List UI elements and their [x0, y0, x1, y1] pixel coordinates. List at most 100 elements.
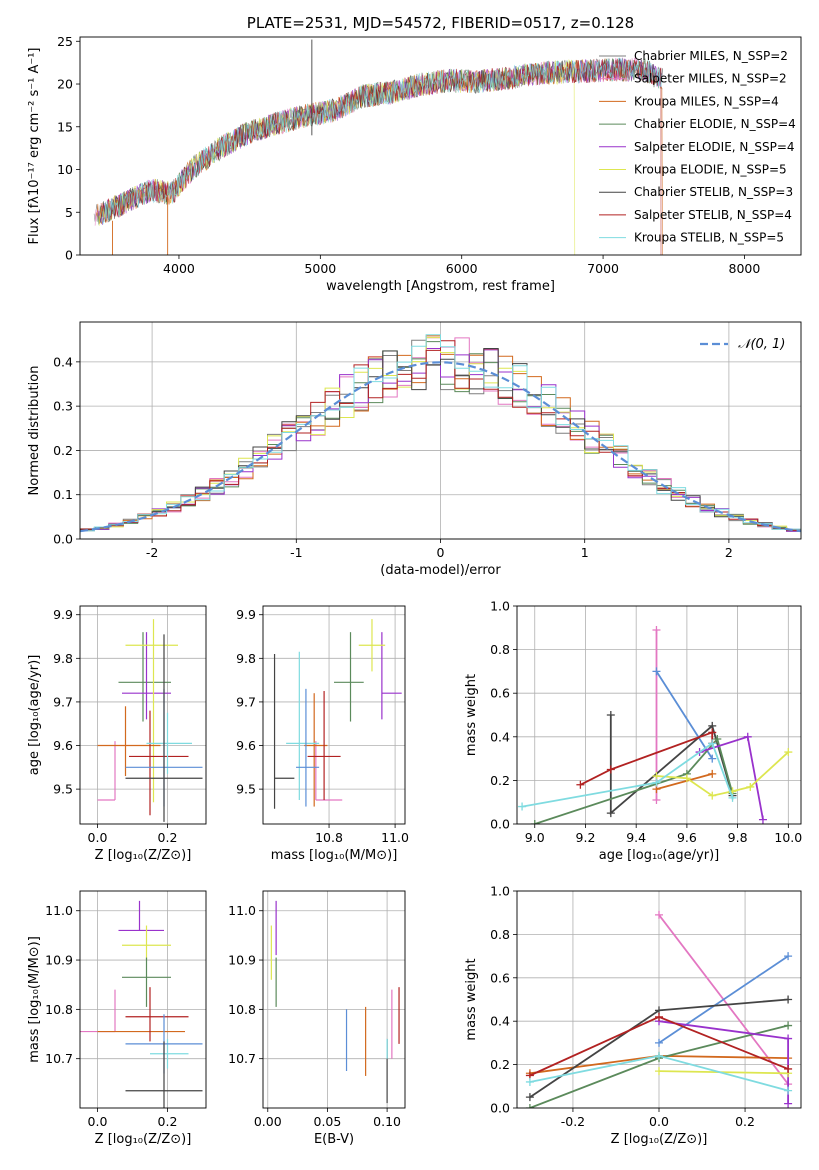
y-tick-label: 10.8 — [45, 1002, 73, 1017]
weight-point-marker — [530, 820, 539, 824]
y-axis-label: mass [log₁₀(M/M⊙)] — [27, 936, 42, 1063]
plot-area — [518, 625, 793, 824]
weight-series-line — [655, 670, 713, 760]
legend-entry: Chabrier MILES, N_SSP=2 — [634, 49, 788, 63]
y-tick-label: 0.2 — [53, 443, 73, 458]
y-tick-label: 0.8 — [490, 642, 510, 657]
y-tick-label: 0.1 — [53, 487, 73, 502]
plot-area — [80, 900, 203, 1108]
weight-point-marker — [784, 1099, 793, 1108]
legend-entry: 𝒩(0, 1) — [738, 337, 785, 352]
y-tick-label: 9.7 — [53, 694, 73, 709]
x-tick-label: 1 — [581, 545, 589, 560]
weight-series-line — [658, 955, 789, 1044]
y-tick-label: 1.0 — [490, 599, 510, 614]
weight-point-marker — [652, 667, 661, 676]
x-tick-label: 5000 — [304, 261, 336, 276]
axes-frame — [516, 605, 802, 825]
x-tick-label: 9.0 — [525, 830, 545, 845]
legend-entry: Salpeter ELODIE, N_SSP=4 — [634, 140, 795, 154]
weight-series-line — [534, 737, 734, 824]
plot-area — [273, 619, 402, 809]
weight-point-marker — [784, 952, 793, 961]
chart-title: PLATE=2531, MJD=54572, FIBERID=0517, z=0… — [247, 14, 634, 32]
y-tick-label: 0.8 — [490, 927, 510, 942]
weight-point-marker — [784, 1086, 793, 1095]
x-tick-label: 8000 — [729, 261, 761, 276]
x-tick-label: 9.8 — [728, 830, 748, 845]
y-axis-label: mass weight — [464, 958, 479, 1040]
y-tick-label: 9.5 — [53, 782, 73, 797]
x-tick-label: 0.0 — [88, 1114, 108, 1129]
x-axis-label: mass [log₁₀(M/M⊙)] — [271, 848, 398, 863]
x-tick-label: 0.05 — [314, 1114, 342, 1129]
y-tick-label: 10.9 — [45, 953, 73, 968]
x-tick-label: 0.00 — [254, 1114, 282, 1129]
plot-area — [80, 334, 801, 534]
legend-entry: Chabrier STELIB, N_SSP=3 — [634, 185, 793, 199]
legend-entry: Chabrier ELODIE, N_SSP=4 — [634, 117, 796, 131]
spectrum-series-line — [101, 57, 663, 225]
gaussian-curve — [80, 361, 801, 533]
y-tick-label: 9.8 — [236, 651, 256, 666]
x-axis-label: Z [log₁₀(Z/Z⊙)] — [95, 1132, 192, 1147]
axes-frame — [516, 890, 802, 1109]
y-tick-label: 0.4 — [490, 1014, 510, 1029]
weight-point-marker — [606, 809, 615, 818]
weight-point-marker — [655, 910, 663, 919]
weight-point-marker — [652, 796, 661, 805]
y-tick-label: 10 — [57, 162, 73, 177]
weight-point-marker — [728, 793, 737, 802]
weight-point-marker — [758, 815, 767, 824]
axes-frame — [262, 605, 406, 825]
x-tick-label: 0.2 — [158, 1114, 178, 1129]
x-tick-label: 0.2 — [158, 830, 178, 845]
y-tick-label: 10.9 — [228, 953, 256, 968]
weight-point-marker — [784, 748, 793, 757]
spectrum-series-line — [99, 58, 663, 224]
plot-area — [270, 900, 400, 1104]
weight-point-marker — [784, 1034, 793, 1043]
panel-age_vs_mass: 10.8 11.0 9.5 9.6 9.7 9.8 9.9 mass [log₁₀(M/M⊙)… — [236, 605, 409, 863]
panel-mass_weight_vs_Z: -0.2 0.0 0.2 0.0 0.2 0.4 0.6 0.8 1.0 Z [log₁₀(Z/Z… — [464, 884, 802, 1147]
y-tick-label: 25 — [57, 34, 73, 49]
y-axis-label: age [log₁₀(age/yr)] — [27, 655, 42, 776]
legend-entry: Salpeter MILES, N_SSP=2 — [634, 72, 787, 86]
weight-series-line — [521, 741, 734, 808]
weight-series-line — [658, 1070, 789, 1075]
weight-point-marker — [682, 774, 691, 783]
x-tick-label: 2 — [725, 545, 733, 560]
x-tick-label: 0.10 — [373, 1114, 401, 1129]
y-tick-label: 15 — [57, 119, 73, 134]
y-axis-label: mass weight — [464, 674, 479, 756]
weight-point-marker — [655, 1012, 663, 1021]
panel-mass_vs_ebv: 0.00 0.05 0.10 10.7 10.8 10.9 11.0 E(B-V) — [228, 890, 406, 1147]
x-tick-label: 6000 — [446, 261, 478, 276]
y-tick-label: 0.4 — [490, 729, 510, 744]
weight-point-marker — [652, 778, 661, 787]
x-tick-label: 10.0 — [774, 830, 802, 845]
y-tick-label: 0.0 — [53, 532, 73, 547]
plot-area — [93, 39, 663, 255]
weight-point-marker — [708, 728, 717, 737]
weight-point-marker — [708, 754, 717, 763]
y-tick-label: 0.6 — [490, 970, 510, 985]
weight-series-line — [609, 715, 734, 816]
x-tick-label: -1 — [290, 545, 302, 560]
weight-point-marker — [655, 1051, 663, 1060]
plot-area — [97, 619, 203, 822]
weight-point-marker — [606, 765, 615, 774]
weight-point-marker — [576, 780, 585, 789]
y-tick-label: 20 — [57, 77, 73, 92]
x-tick-label: 0.0 — [88, 830, 108, 845]
weight-point-marker — [784, 1064, 793, 1073]
x-tick-label: 9.6 — [677, 830, 697, 845]
weight-series-line — [579, 731, 714, 786]
axes-frame — [79, 890, 207, 1109]
weight-point-marker — [525, 1077, 534, 1086]
x-axis-label: Z [log₁₀(Z/Z⊙)] — [95, 848, 192, 863]
y-tick-label: 5 — [65, 205, 73, 220]
weight-point-marker — [525, 1093, 534, 1102]
x-tick-label: 0.0 — [649, 1114, 669, 1129]
x-axis-label: age [log₁₀(age/yr)] — [599, 848, 720, 863]
